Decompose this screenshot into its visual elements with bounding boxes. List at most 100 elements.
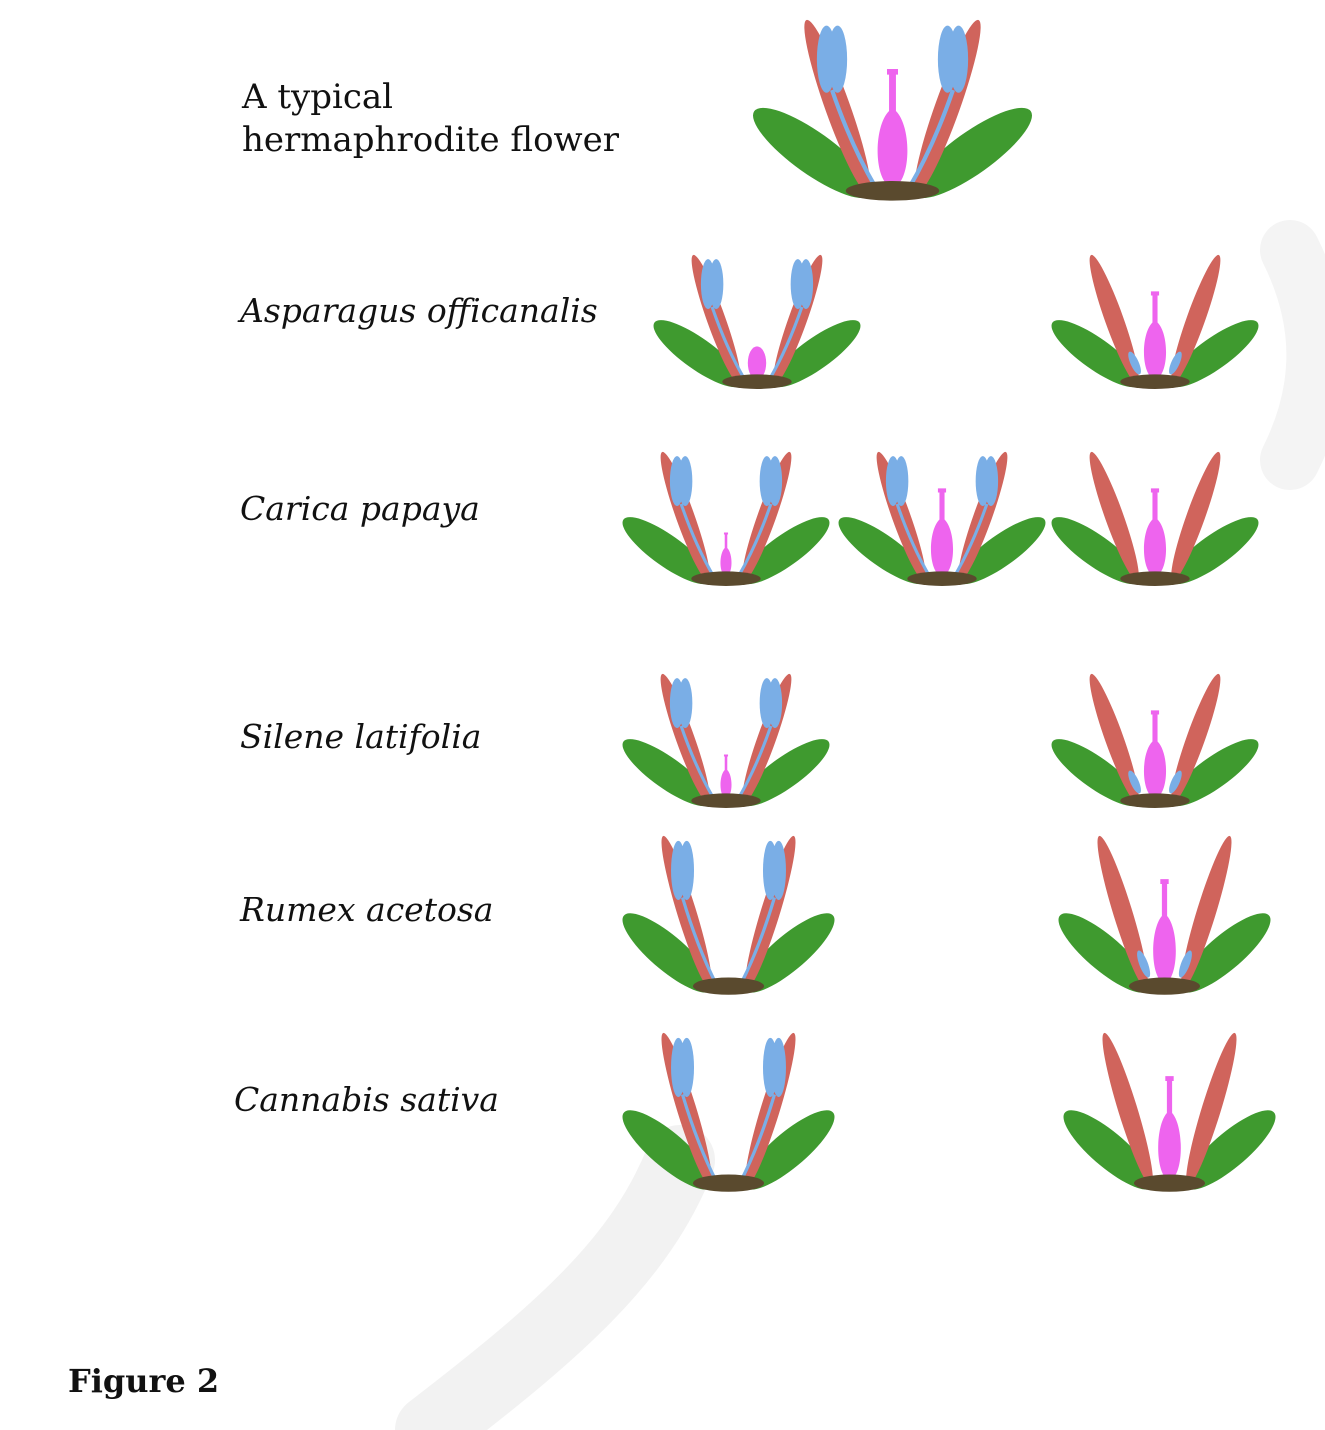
stamen-filament [952,503,989,578]
petal [1102,1032,1153,1186]
row-label-cannabis: Cannabis sativa [234,1080,499,1119]
anther-lobe [709,259,724,309]
carpel [1143,710,1167,799]
sepal [956,517,1046,585]
sepal [1051,517,1141,585]
receptacle [691,571,761,586]
sepal [653,320,743,388]
row-label-line-2: hermaphrodite flower [242,120,620,160]
anther-lobe [771,1037,786,1097]
stamen-filament [710,306,747,381]
row-label-silene: Silene latifolia [240,717,482,756]
stamen-filament [895,503,932,578]
flower-icon-papaya-male [622,451,830,586]
sepal [912,107,1033,199]
sepal [1051,739,1141,807]
stamen-filament [767,306,804,381]
reduced-stamen [1178,950,1192,978]
stamen-filament [736,725,773,800]
receptacle [1133,1174,1206,1192]
anther-lobe [983,456,999,506]
stamen-filament [679,503,716,578]
sepal [771,320,861,388]
sepal [752,107,873,199]
reduced-stamen [1137,950,1151,978]
sepal [1169,320,1259,388]
carpel [1153,879,1176,984]
petal [1097,835,1148,989]
flower-icon-asparagus-male [653,254,861,389]
flower-icon-hermaphrodite [752,19,1033,201]
flower-icon-rumex-female [1058,835,1271,995]
sepal [740,739,830,807]
figure-label: Figure 2 [68,1362,220,1400]
receptacle [692,977,765,995]
stamen-filament [679,725,716,800]
sepal [622,517,712,585]
stamen-filament [830,89,878,190]
anther-lobe [679,1037,695,1097]
row-label-hermaphrodite: A typical hermaphrodite flower [242,76,619,162]
petal [1186,1032,1237,1186]
reduced-stamen [1169,351,1182,375]
receptacle [691,793,761,808]
row-label-carica: Carica papaya [240,489,480,528]
receptacle [1128,977,1201,995]
sepal [1184,1110,1276,1190]
row-label-line-1: A typical [242,77,394,117]
receptacle [845,181,940,201]
receptacle [692,1174,765,1192]
flower-icon-asparagus-female [1051,254,1259,389]
stamen-filament [681,896,718,985]
carpel [1143,488,1167,577]
sepal [622,739,712,807]
carpel-reduced [747,346,767,380]
row-label-rumex: Rumex acetosa [240,890,494,929]
petal [1089,673,1139,803]
anther-lobe [767,678,783,728]
sepal [740,517,830,585]
carpel [1143,291,1167,380]
stamen-filament [736,503,773,578]
flower-icon-papaya-female [1051,451,1259,586]
flower-icon-cannabis-male [622,1032,835,1192]
reduced-stamen [1128,770,1141,794]
stamen-filament [739,1093,776,1182]
flower-icon-rumex-male [622,835,835,995]
petal [1171,673,1221,803]
carpel [1158,1076,1181,1181]
sepal [1058,913,1150,993]
receptacle [1120,374,1190,389]
petal [1171,451,1221,581]
petal [1181,835,1232,989]
flower-icon-silene-female [1051,673,1259,808]
anther-lobe [679,840,695,900]
anther-lobe [827,25,848,93]
receptacle [722,374,792,389]
anther-lobe [948,25,969,93]
stamen-filament [739,896,776,985]
anther-lobe [678,456,693,506]
sepal [1169,739,1259,807]
carpel-rudiment [720,754,732,799]
flower-icon-cannabis-female [1063,1032,1276,1192]
flower-icon-silene-male [622,673,830,808]
sepal [743,1110,835,1190]
stamen-filament [681,1093,718,1182]
anther-lobe [771,840,786,900]
anther-lobe [767,456,783,506]
reduced-stamen [1128,351,1141,375]
sepal [1051,320,1141,388]
sepal [1169,517,1259,585]
carpel [930,488,954,577]
petal [1171,254,1221,384]
sepal [622,1110,714,1190]
sepal [1063,1110,1155,1190]
anther-lobe [894,456,909,506]
stamen-filament [907,89,955,190]
anther-lobe [678,678,693,728]
receptacle [907,571,977,586]
anther-lobe [798,259,814,309]
row-label-asparagus: Asparagus officanalis [240,291,598,330]
sepal [622,913,714,993]
